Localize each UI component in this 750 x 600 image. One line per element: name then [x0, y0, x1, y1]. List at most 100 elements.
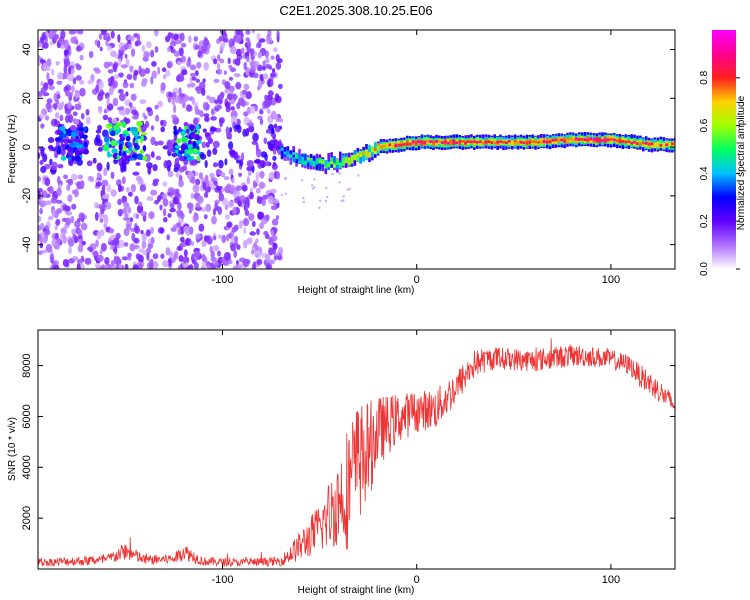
spectrogram-noise-cell	[204, 159, 208, 169]
spectrogram-noise-cell	[203, 61, 209, 71]
spectrogram-ridge-cell	[312, 160, 316, 167]
spectrogram-noise-cell	[42, 235, 48, 244]
spectrogram-noise-cell	[60, 101, 65, 107]
spectrogram-noise-cell	[140, 211, 148, 217]
spectrogram-noise-cell	[245, 204, 248, 210]
spectrogram-noise-cell	[96, 254, 104, 262]
spectrogram-noise-cell	[76, 259, 84, 264]
spectrogram-noise-cell	[198, 172, 204, 180]
spectrogram-noise-cell	[263, 137, 268, 144]
spectrogram-ridge-cell	[542, 140, 546, 143]
spectrogram-ridge-cell	[353, 154, 357, 158]
spectrogram-ridge-cell	[406, 142, 409, 146]
spectrogram-noise-cell	[118, 58, 122, 66]
spectrogram-cluster-cell	[114, 142, 119, 146]
spectrogram-y-axis-label: Frequency (Hz)	[7, 115, 18, 184]
spectrogram-noise-cell	[44, 37, 48, 44]
spectrogram-noise-cell	[77, 30, 84, 35]
spectrogram-noise-cell	[210, 127, 217, 132]
spectrogram-noise-cell	[63, 58, 71, 67]
spectrogram-noise-cell	[182, 100, 186, 109]
spectrogram-noise-cell	[237, 262, 242, 269]
spectrogram-cluster-cell	[75, 135, 80, 140]
spectrogram-ridge-cell	[525, 141, 529, 145]
spectrogram-noise-cell	[251, 220, 256, 228]
spectrogram-noise-cell	[302, 200, 305, 204]
spectrogram-noise-cell	[118, 93, 126, 102]
spectrogram-noise-cell	[70, 173, 78, 181]
spectrogram-noise-cell	[106, 103, 114, 111]
spectrogram-noise-cell	[196, 61, 202, 69]
spectrogram-noise-cell	[217, 206, 223, 215]
spectrogram-ridge-cell	[417, 140, 421, 143]
spectrogram-noise-cell	[178, 255, 184, 262]
spectrogram-cluster-cell	[122, 151, 127, 157]
spectrogram-noise-cell	[113, 237, 120, 247]
spectrogram-ridge-cell	[449, 140, 453, 144]
snr-y-tick-label: 2000	[21, 506, 33, 530]
spectrogram-noise-cell	[46, 98, 53, 104]
spectrogram-noise-cell	[252, 180, 257, 189]
spectrogram-noise-cell	[46, 58, 52, 67]
spectrogram-noise-cell	[254, 251, 262, 259]
snr-series	[38, 338, 675, 568]
spectrogram-cluster-cell	[103, 146, 109, 152]
spectrogram-ridge-cell	[598, 138, 601, 142]
spectrogram-noise-cell	[270, 188, 277, 194]
spectrogram-ridge-cell	[639, 142, 642, 146]
spectrogram-cluster-cell	[196, 140, 202, 145]
spectrogram-noise-cell	[220, 42, 226, 49]
spectrogram-noise-cell	[65, 217, 72, 225]
spectrogram-cluster-cell	[67, 147, 74, 152]
spectrogram-ridge-cell	[382, 144, 386, 148]
spectrogram-noise-cell	[232, 265, 238, 269]
spectrogram-noise-cell	[138, 65, 142, 74]
spectrogram-ridge-cell	[446, 141, 450, 145]
spectrogram-noise-cell	[117, 198, 122, 206]
spectrogram-noise-cell	[70, 215, 75, 224]
spectrogram-noise-cell	[209, 183, 216, 190]
spectrogram-noise-cell	[175, 172, 181, 178]
spectrogram-noise-cell	[214, 202, 219, 211]
spectrogram-noise-cell	[118, 239, 125, 248]
spectrogram-noise-cell	[237, 200, 242, 207]
spectrogram-noise-cell	[54, 118, 58, 125]
snr-x-tick-label: -100	[211, 574, 233, 586]
spectrogram-noise-cell	[131, 109, 138, 116]
spectrogram-noise-cell	[150, 189, 158, 196]
spectrogram-y-tick-label: 40	[21, 43, 33, 55]
spectrogram-noise-cell	[275, 54, 280, 63]
spectrogram-noise-cell	[230, 115, 238, 125]
spectrogram-noise-cell	[88, 51, 94, 59]
spectrogram-noise-cell	[154, 46, 159, 53]
spectrogram-cluster-cell	[73, 138, 80, 143]
spectrogram-ridge-cell	[280, 150, 284, 160]
spectrogram-noise-cell	[163, 160, 169, 169]
spectrogram-noise-cell	[80, 222, 88, 231]
spectrogram-ridge-cell	[612, 138, 616, 142]
spectrogram-noise-cell	[71, 203, 77, 210]
spectrogram-ridge	[280, 132, 675, 175]
colorbar-bar	[712, 30, 736, 269]
spectrogram-noise-cell	[243, 227, 247, 235]
spectrogram-noise-cell	[129, 243, 136, 252]
spectrogram-ridge-cell	[671, 142, 674, 146]
spectrogram-ridge-cell	[339, 162, 342, 166]
spectrogram-noise-cell	[270, 72, 277, 78]
spectrogram-noise-cell	[44, 229, 51, 236]
spectrogram-cluster-cell	[176, 138, 182, 144]
spectrogram-noise-cell	[190, 159, 198, 166]
spectrogram-noise-cell	[103, 61, 110, 69]
spectrogram-noise-cell	[38, 42, 43, 48]
spectrogram-noise-cell	[94, 211, 99, 221]
spectrogram-noise-cell	[63, 174, 68, 180]
spectrogram-noise-cell	[137, 201, 143, 207]
spectrogram-y-tick-label: 20	[21, 92, 33, 104]
spectrogram-noise-cell	[243, 83, 250, 91]
spectrogram-noise-cell	[272, 242, 277, 250]
spectrogram-noise-cell	[261, 198, 267, 207]
spectrogram-noise-cell	[325, 186, 328, 190]
spectrogram-noise-cell	[235, 81, 242, 90]
spectrogram-noise-cell	[173, 33, 179, 41]
spectrogram-noise-cell	[67, 246, 73, 255]
